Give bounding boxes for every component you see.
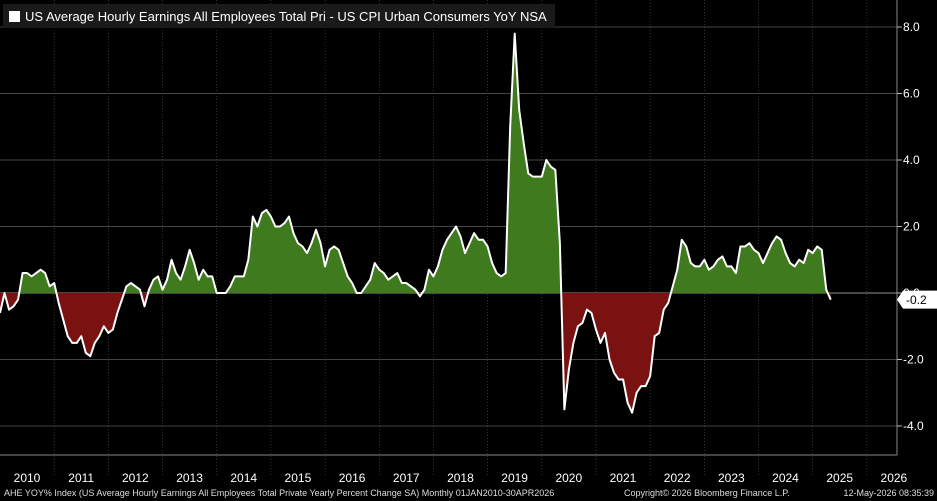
x-axis: 2010 2011 2012 2013 2014 2015 2016 2017 2018 2019… (14, 471, 908, 485)
positive-area (19, 269, 57, 293)
y-tick-label: 6.0 (903, 87, 920, 101)
series-line (0, 32, 832, 414)
y-axis: 8.06.04.02.00.0-2.0-4.0-0.2 (897, 20, 937, 433)
last-value-label: -0.2 (906, 293, 927, 307)
x-tick-label: 2016 (339, 471, 366, 485)
area-fills (0, 33, 831, 413)
gridlines (0, 0, 898, 475)
x-tick-label: 2026 (881, 471, 908, 485)
x-tick-label: 2014 (230, 471, 257, 485)
x-tick-label: 2025 (826, 471, 853, 485)
footer-timestamp: 12-May-2026 08:35:39 (843, 488, 934, 498)
negative-area (56, 293, 125, 357)
x-tick-label: 2023 (718, 471, 745, 485)
positive-area (422, 33, 562, 294)
positive-area (148, 209, 418, 293)
x-tick-label: 2013 (176, 471, 203, 485)
y-tick-label: 4.0 (903, 153, 920, 167)
x-tick-label: 2024 (772, 471, 799, 485)
x-tick-label: 2019 (501, 471, 528, 485)
last-value-box (897, 290, 937, 309)
footer-copyright: Copyright© 2026 Bloomberg Finance L.P. (624, 488, 790, 498)
negative-area (561, 293, 671, 413)
legend-swatch (9, 10, 20, 22)
y-tick-label: 2.0 (903, 220, 920, 234)
y-tick-label: -2.0 (903, 353, 924, 367)
x-tick-label: 2022 (664, 471, 691, 485)
x-tick-label: 2018 (447, 471, 474, 485)
x-tick-label: 2017 (393, 471, 420, 485)
x-tick-label: 2015 (285, 471, 312, 485)
chart-title: US Average Hourly Earnings All Employees… (25, 8, 547, 24)
footer-source: AHE YOY% Index (US Average Hourly Earnin… (4, 488, 555, 498)
y-tick-label: 8.0 (903, 20, 920, 34)
positive-area (670, 236, 828, 293)
x-tick-label: 2010 (14, 471, 41, 485)
y-tick-label: -4.0 (903, 419, 924, 433)
x-tick-label: 2020 (555, 471, 582, 485)
x-tick-label: 2012 (122, 471, 149, 485)
series-path (0, 32, 832, 414)
legend: US Average Hourly Earnings All Employees… (3, 4, 555, 28)
x-tick-label: 2021 (610, 471, 637, 485)
x-tick-label: 2011 (68, 471, 94, 485)
